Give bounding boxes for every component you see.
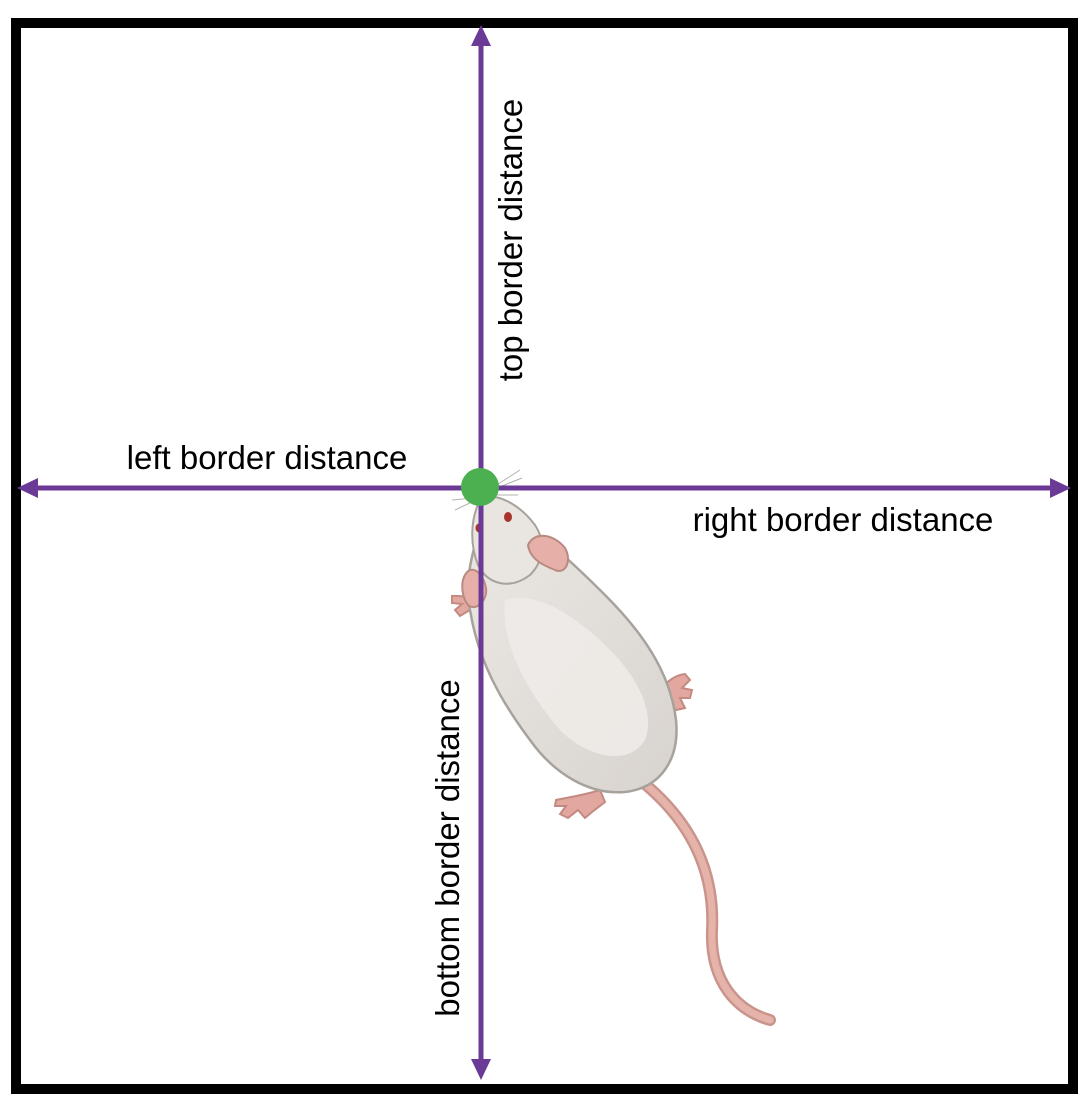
arrowhead-right-icon: [1050, 478, 1071, 498]
top-border-label: top border distance: [492, 99, 529, 382]
bottom-border-label: bottom border distance: [429, 679, 466, 1017]
arrowhead-left-icon: [17, 478, 38, 498]
arrowhead-down-icon: [471, 1059, 491, 1080]
right-border-label: right border distance: [693, 501, 994, 538]
vertical-arrow: [471, 25, 491, 1080]
horizontal-arrow: [17, 478, 1071, 498]
nose-point-dot: [461, 468, 499, 506]
arrowhead-up-icon: [471, 25, 491, 46]
left-border-label: left border distance: [127, 439, 408, 476]
